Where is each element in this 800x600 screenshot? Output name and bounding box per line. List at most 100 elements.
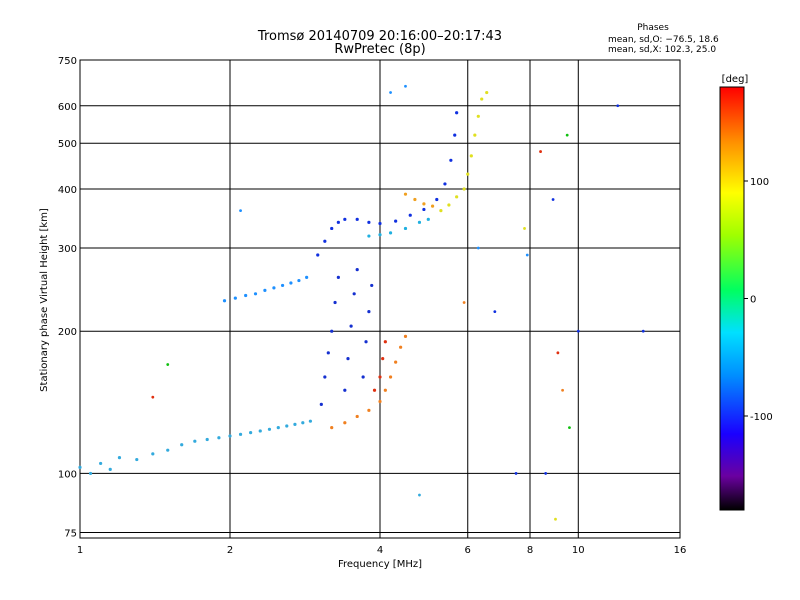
data-point: [372, 388, 377, 392]
data-point: [378, 233, 382, 237]
data-point: [394, 360, 398, 364]
y-tick-label: 750: [58, 56, 77, 67]
scatter-point: [561, 388, 564, 392]
data-point: [403, 334, 408, 338]
data-point: [323, 375, 327, 379]
y-axis-ticks: 75 100 200 300 400 500 600 750: [58, 56, 77, 539]
data-point: [367, 310, 371, 314]
data-point: [222, 299, 227, 303]
data-point: [323, 239, 327, 243]
data-point: [330, 426, 334, 430]
data-point: [430, 204, 435, 208]
phase-info: Phases mean, sd,O: −76.5, 18.6 mean, sd,…: [608, 23, 719, 55]
data-point: [272, 286, 276, 290]
data-point: [117, 456, 122, 460]
scatter-point: [568, 426, 571, 430]
data-point: [417, 220, 422, 224]
data-point: [462, 187, 466, 191]
data-point: [249, 431, 253, 435]
data-point: [180, 443, 184, 447]
data-point: [108, 467, 112, 471]
y-tick-label: 300: [58, 244, 77, 255]
chart-subtitle: RwPretec (8p): [334, 42, 425, 57]
data-point: [394, 219, 398, 223]
y-tick-label: 600: [58, 102, 77, 113]
data-point: [305, 275, 309, 279]
scatter-point: [462, 301, 466, 304]
data-point: [435, 197, 439, 202]
grid: [80, 60, 680, 538]
data-point: [388, 375, 393, 379]
data-point: [485, 90, 489, 95]
data-point: [293, 422, 297, 426]
scatter-point: [525, 253, 529, 257]
data-point: [316, 253, 320, 257]
data-point: [135, 457, 139, 462]
data-point: [403, 192, 408, 196]
phase-info-line2: mean, sd,X: 102.3, 25.0: [608, 45, 716, 55]
x-tick-label: 8: [527, 545, 533, 556]
data-point: [267, 427, 272, 431]
data-point: [330, 329, 334, 333]
data-point: [473, 133, 477, 137]
data-point: [349, 324, 353, 328]
data-point: [383, 340, 387, 344]
data-point: [378, 221, 382, 226]
data-point: [217, 436, 221, 440]
data-point: [480, 97, 484, 101]
data-point: [258, 429, 262, 433]
data-point: [422, 207, 426, 212]
data-point: [443, 182, 447, 186]
x-axis-ticks: 1 2 4 6 8 10 16: [77, 545, 687, 556]
scatter-point: [514, 472, 518, 475]
scatter-point: [554, 517, 557, 521]
data-point: [370, 283, 374, 288]
phase-info-line1: mean, sd,O: −76.5, 18.6: [608, 35, 719, 45]
y-tick-label: 100: [58, 469, 77, 480]
scatter-point: [576, 329, 580, 333]
data-point: [253, 292, 258, 296]
scatter-point: [389, 91, 392, 94]
data-point: [378, 375, 382, 379]
data-point: [455, 111, 459, 115]
scatter-point: [641, 329, 645, 333]
y-tick-label: 200: [58, 327, 77, 338]
data-point: [346, 357, 350, 361]
data-point: [364, 340, 368, 344]
scatter-point: [418, 493, 421, 497]
x-tick-label: 4: [377, 545, 383, 556]
colorbar-label: [deg]: [722, 74, 749, 85]
y-axis-label: Stationary phase Virtual Height [km]: [39, 208, 50, 392]
data-point: [285, 424, 289, 428]
data-point: [381, 357, 385, 361]
chart-title: Tromsø 20140709 20:16:00–20:17:43: [257, 29, 502, 44]
data-point: [449, 158, 453, 162]
data-point: [289, 281, 293, 285]
scatter-point: [523, 227, 526, 230]
scatter-point: [166, 363, 170, 366]
scatter-point: [616, 104, 620, 108]
data-point: [228, 434, 232, 438]
data-point: [238, 432, 243, 436]
data-point: [297, 278, 301, 283]
data-point: [355, 414, 359, 419]
data-points: [78, 84, 645, 521]
data-point: [383, 388, 387, 392]
data-point: [352, 292, 356, 296]
data-point: [343, 388, 347, 392]
data-point: [233, 296, 237, 300]
data-point: [205, 437, 209, 442]
scatter-point: [239, 209, 242, 212]
data-point: [263, 288, 267, 293]
data-point: [343, 217, 347, 221]
scatter-point: [565, 133, 569, 137]
colorbar: [deg] 100 0 -100: [719, 74, 773, 511]
data-point: [466, 172, 470, 176]
data-point: [367, 234, 371, 238]
x-tick-label: 1: [77, 545, 83, 556]
data-point: [367, 408, 371, 412]
x-tick-label: 10: [572, 545, 585, 556]
data-point: [453, 133, 457, 137]
data-point: [422, 202, 426, 206]
